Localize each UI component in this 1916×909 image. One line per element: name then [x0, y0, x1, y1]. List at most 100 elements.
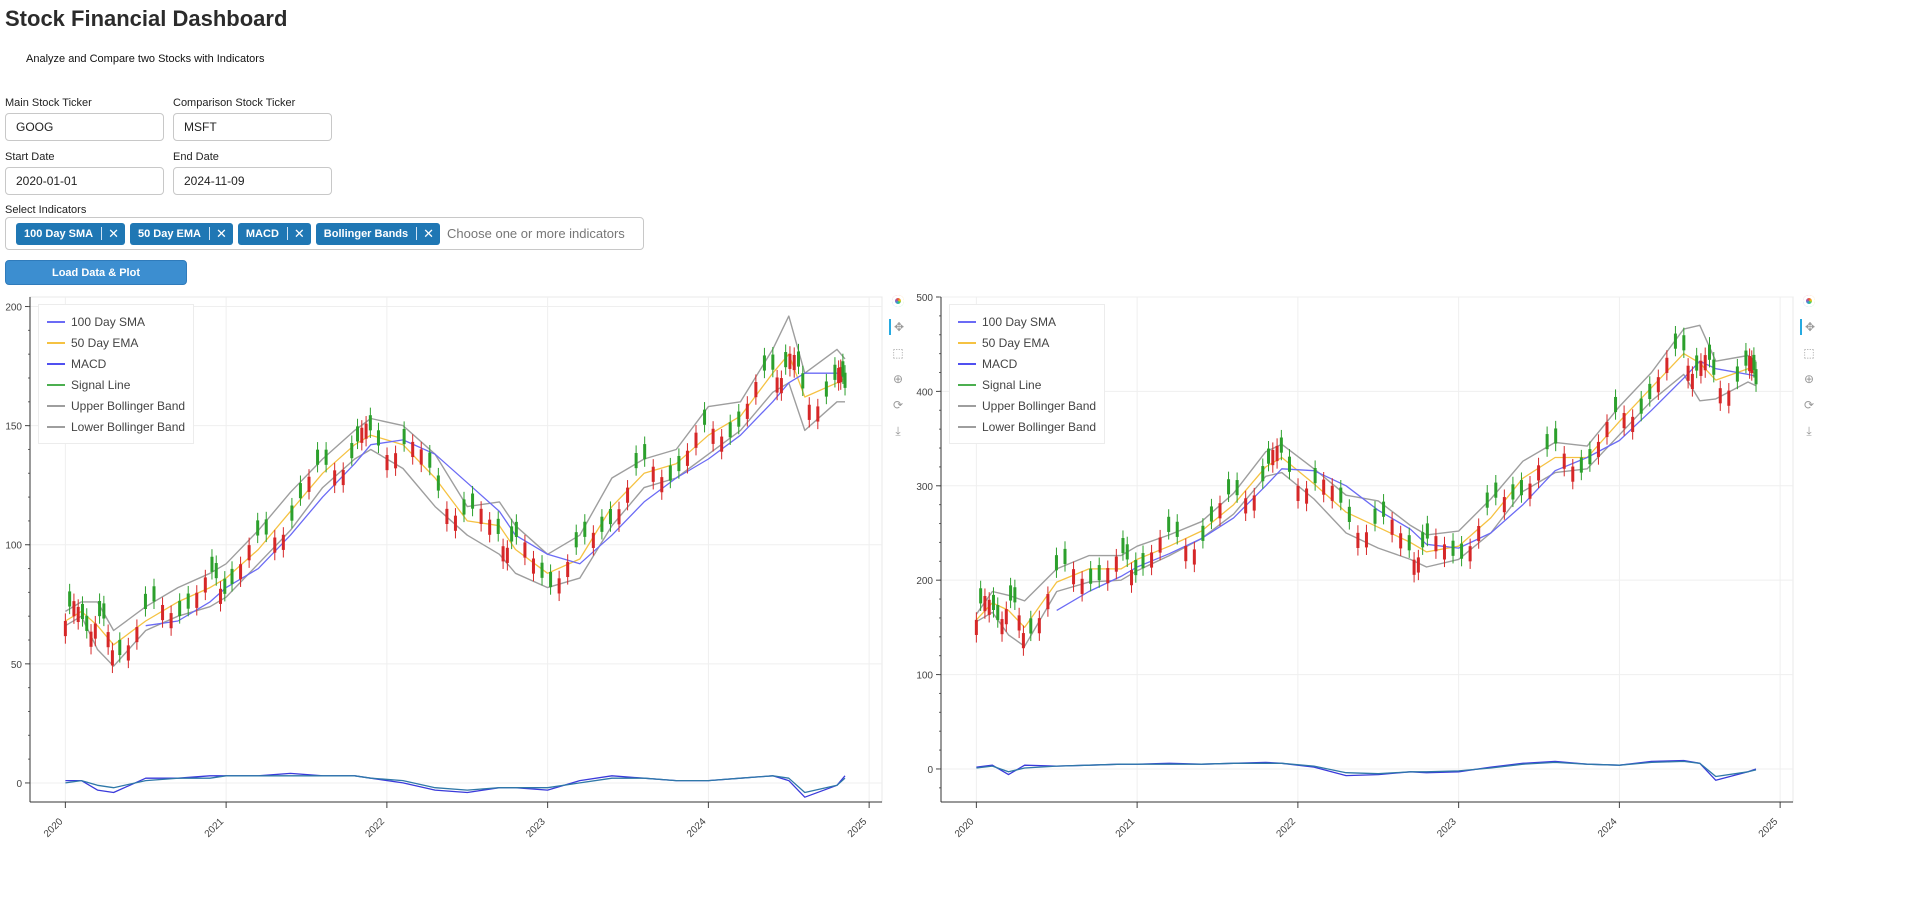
- pan-tool-icon[interactable]: ✥: [1800, 319, 1818, 335]
- candle-body: [80, 603, 84, 620]
- comparison-stock-chart[interactable]: 0 100 200 300 400 500 2020 2021 2022 2023 2024 2025…: [911, 291, 1821, 861]
- candle-body: [737, 411, 741, 427]
- legend-label: 50 Day EMA: [982, 335, 1050, 350]
- candle-body: [445, 508, 449, 525]
- candle-body: [600, 516, 604, 532]
- pan-tool-icon[interactable]: ✥: [889, 319, 907, 335]
- candle-body: [1451, 540, 1455, 556]
- candle-body: [1703, 355, 1707, 371]
- candle-body: [1114, 556, 1118, 572]
- candle-body: [1712, 359, 1716, 375]
- candle-body: [501, 546, 505, 562]
- remove-chip-icon[interactable]: ✕: [423, 226, 435, 241]
- candle-body: [626, 487, 630, 503]
- candle-body: [816, 406, 820, 422]
- candle-body: [1017, 615, 1021, 631]
- comparison-ticker-input[interactable]: [173, 113, 332, 141]
- wheel-zoom-tool-icon[interactable]: ⊕: [1803, 372, 1815, 386]
- bokeh-logo-icon[interactable]: [890, 293, 906, 309]
- save-tool-icon[interactable]: ⤓: [895, 423, 901, 438]
- legend-label: Lower Bollinger Band: [982, 419, 1097, 434]
- wheel-zoom-tool-icon[interactable]: ⊕: [892, 372, 904, 386]
- candle-body: [1063, 548, 1067, 565]
- legend-label: Lower Bollinger Band: [71, 419, 186, 434]
- candle-body: [333, 470, 337, 486]
- candle-body: [983, 596, 987, 612]
- candle-body: [574, 532, 578, 548]
- save-tool-icon[interactable]: ⤓: [1806, 423, 1812, 438]
- candle-body: [1209, 506, 1213, 522]
- candle-body: [796, 351, 800, 367]
- indicator-chip[interactable]: 50 Day EMA ✕: [130, 222, 233, 245]
- legend-label: 100 Day SMA: [71, 314, 146, 329]
- load-data-plot-button[interactable]: Load Data & Plot: [5, 260, 187, 285]
- bokeh-logo-icon[interactable]: [1801, 293, 1817, 309]
- candle-body: [843, 372, 847, 388]
- candle-body: [833, 364, 837, 380]
- legend-item: MACD: [47, 353, 185, 374]
- candle-body: [728, 422, 732, 438]
- indicator-chip-label: 100 Day SMA: [24, 227, 94, 240]
- candle-body: [394, 453, 398, 469]
- candle-body: [1141, 553, 1145, 569]
- candle-body: [583, 521, 587, 537]
- remove-chip-icon[interactable]: ✕: [215, 226, 227, 241]
- legend-label: Signal Line: [982, 377, 1042, 392]
- candle-body: [1347, 506, 1351, 522]
- remove-chip-icon[interactable]: ✕: [293, 226, 305, 241]
- candle-body: [402, 428, 406, 445]
- legend-swatch: [47, 404, 65, 407]
- start-date-input[interactable]: [5, 167, 164, 195]
- y-tick-label: 50: [11, 660, 23, 671]
- legend-swatch: [958, 320, 976, 323]
- x-tick-label: 2020: [953, 816, 977, 840]
- candle-body: [1695, 355, 1699, 371]
- candle-body: [1373, 508, 1377, 524]
- indicator-chip[interactable]: 100 Day SMA ✕: [16, 222, 125, 245]
- candle-body: [979, 588, 983, 604]
- candle-body: [824, 381, 828, 397]
- chart-legend: 100 Day SMA 50 Day EMA MACD Signal Line …: [38, 304, 195, 444]
- legend-swatch: [958, 383, 976, 386]
- y-tick-label: 500: [916, 293, 933, 304]
- candle-body: [1421, 532, 1425, 548]
- candle-body: [72, 601, 76, 617]
- box-zoom-tool-icon[interactable]: ⬚: [892, 346, 904, 360]
- candle-body: [1735, 366, 1739, 382]
- end-date-input[interactable]: [173, 167, 332, 195]
- candle-body: [1218, 503, 1222, 519]
- candle-body: [703, 409, 707, 425]
- candle-body: [991, 594, 995, 611]
- indicators-multiselect[interactable]: 100 Day SMA ✕ 50 Day EMA ✕ MACD ✕ Bollinger…: [5, 217, 644, 250]
- remove-chip-icon[interactable]: ✕: [108, 226, 119, 241]
- candle-body: [608, 509, 612, 525]
- box-zoom-tool-icon[interactable]: ⬚: [1803, 346, 1815, 360]
- candle-body: [63, 620, 67, 637]
- candle-body: [479, 508, 483, 524]
- candle-body: [643, 444, 647, 460]
- legend-item: Upper Bollinger Band: [47, 395, 185, 416]
- indicators-label: Select Indicators: [5, 204, 87, 216]
- candle-body: [1727, 390, 1731, 406]
- indicators-placeholder[interactable]: Choose one or more indicators: [447, 226, 625, 241]
- candle-body: [1244, 498, 1248, 514]
- indicator-chip[interactable]: MACD ✕: [237, 222, 311, 245]
- candle-body: [126, 645, 130, 661]
- main-ticker-input[interactable]: [5, 113, 164, 141]
- legend-label: 100 Day SMA: [982, 314, 1057, 329]
- candle-body: [557, 578, 561, 594]
- candle-body: [419, 449, 423, 465]
- candle-body: [1158, 537, 1162, 553]
- candle-body: [1390, 519, 1394, 535]
- main-stock-chart[interactable]: 0 50 100 150 200 2020 2021 2022 2023 2024 2025 100…: [0, 291, 910, 861]
- candle-body: [1021, 633, 1025, 649]
- candle-body: [1744, 350, 1748, 366]
- reset-tool-icon[interactable]: ⟳: [1803, 398, 1815, 412]
- legend-swatch: [958, 404, 976, 407]
- indicator-chip-label: Bollinger Bands: [323, 227, 409, 240]
- candle-body: [668, 465, 672, 481]
- candle-body: [1046, 594, 1050, 610]
- indicator-chip[interactable]: Bollinger Bands ✕: [315, 222, 441, 245]
- reset-tool-icon[interactable]: ⟳: [892, 398, 904, 412]
- x-tick-label: 2024: [685, 816, 709, 840]
